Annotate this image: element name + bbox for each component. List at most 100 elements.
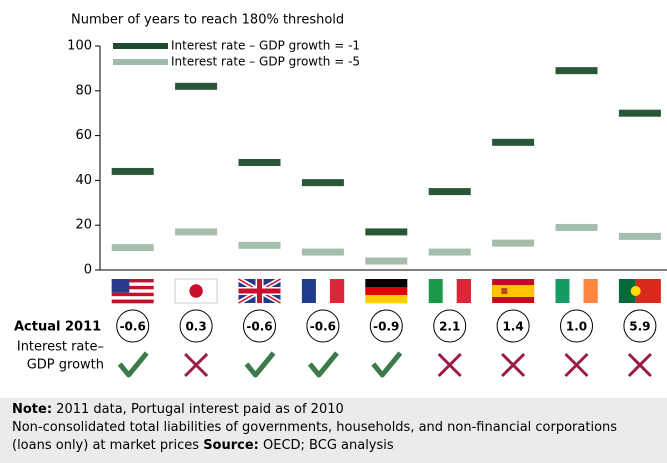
value-label: 0.3 (185, 320, 206, 334)
flag-part (111, 285, 154, 290)
flag-part (174, 278, 218, 304)
flag-part (111, 299, 154, 304)
flag-part (365, 279, 408, 288)
flag-part (111, 296, 154, 300)
value-circle (560, 309, 593, 343)
flag-part (583, 279, 598, 303)
flag-part (301, 279, 317, 303)
row-label: Interest rate– (17, 340, 104, 355)
flag-part (111, 279, 130, 293)
check-icon (117, 351, 149, 378)
value-label: -0.6 (120, 320, 146, 334)
marker (175, 82, 218, 90)
value-circle (243, 309, 276, 343)
marker (618, 109, 661, 117)
note-line: Note: 2011 data, Portugal interest paid … (12, 401, 667, 419)
y-tick-label: 100 (67, 39, 92, 54)
value-circle (623, 309, 657, 343)
y-tick-label: 60 (75, 128, 92, 143)
marker (301, 248, 344, 256)
flag-part (189, 284, 203, 298)
value-label: -0.6 (310, 320, 336, 334)
row-title: Actual 2011 (14, 320, 101, 335)
flag-part (618, 279, 636, 303)
row-label: GDP growth (27, 358, 104, 373)
flag-part (111, 279, 154, 283)
chart: Number of years to reach 180% threshold … (14, 13, 667, 378)
value-label: 1.4 (502, 320, 523, 334)
legend-label: Interest rate – GDP growth = -1 (171, 39, 360, 53)
flag (428, 279, 471, 303)
marker (238, 241, 281, 249)
marker (555, 223, 598, 231)
y-tick-label: 80 (75, 83, 92, 98)
marker (428, 248, 471, 256)
flag-part (329, 279, 345, 303)
cross-icon (627, 352, 652, 378)
flag-part (569, 279, 584, 303)
marker (492, 239, 535, 247)
marker (365, 257, 408, 265)
marker (238, 158, 281, 166)
flag (492, 279, 535, 303)
flag-part (315, 279, 331, 303)
value-label: -0.6 (246, 320, 272, 334)
marker (111, 244, 154, 252)
value-label: 5.9 (629, 320, 650, 334)
value-label: -0.9 (373, 320, 399, 334)
note-line: (loans only) at market prices Source: OE… (12, 437, 667, 455)
value-circle (369, 309, 403, 343)
flag-part (501, 288, 508, 295)
flag-part (111, 292, 154, 297)
value-circle (116, 309, 150, 343)
y-tick-label: 20 (75, 218, 92, 233)
y-axis-label: Number of years to reach 180% threshold (71, 13, 344, 28)
cross-icon (184, 352, 209, 378)
flag-part (630, 286, 641, 296)
value-circle (496, 309, 530, 343)
flag (174, 278, 218, 304)
flag-part (111, 282, 154, 287)
flag (618, 279, 661, 303)
flag-part (555, 279, 570, 303)
value-circle (306, 309, 340, 343)
y-tick-label: 0 (84, 263, 92, 278)
check-icon (371, 351, 403, 378)
marker (301, 179, 344, 187)
marker (618, 232, 661, 240)
marker (492, 138, 535, 146)
flag-part (365, 287, 408, 296)
flag-part (111, 289, 154, 294)
flag-part (492, 285, 535, 297)
marker (175, 228, 218, 236)
note-text: (loans only) at market prices (12, 438, 204, 453)
legend-swatch (113, 59, 168, 65)
check-icon (307, 351, 339, 378)
note-text: 2011 data, Portugal interest paid as of … (52, 402, 344, 417)
flag-part (428, 279, 443, 303)
legend-swatch (113, 43, 168, 49)
flag-part (365, 295, 408, 304)
flag (301, 279, 345, 303)
flag-part (456, 279, 471, 303)
flag-part (238, 288, 281, 294)
note-line: Non-consolidated total liabilities of go… (12, 420, 618, 435)
value-label: 2.1 (439, 320, 460, 334)
value-circle (179, 309, 213, 343)
check-icon (244, 351, 276, 378)
source-label: Source: (203, 438, 259, 453)
source-text: OECD; BCG analysis (258, 438, 394, 453)
flag (111, 279, 154, 304)
value-circle (433, 309, 467, 343)
marker (428, 188, 471, 196)
note-box: Note: 2011 data, Portugal interest paid … (0, 398, 667, 463)
marker (555, 67, 598, 75)
marker (111, 167, 154, 175)
marker (365, 228, 408, 236)
y-tick-label: 40 (75, 173, 92, 188)
flag-part (442, 279, 457, 303)
cross-icon (564, 352, 589, 378)
cross-icon (501, 352, 526, 378)
cross-icon (437, 352, 462, 378)
